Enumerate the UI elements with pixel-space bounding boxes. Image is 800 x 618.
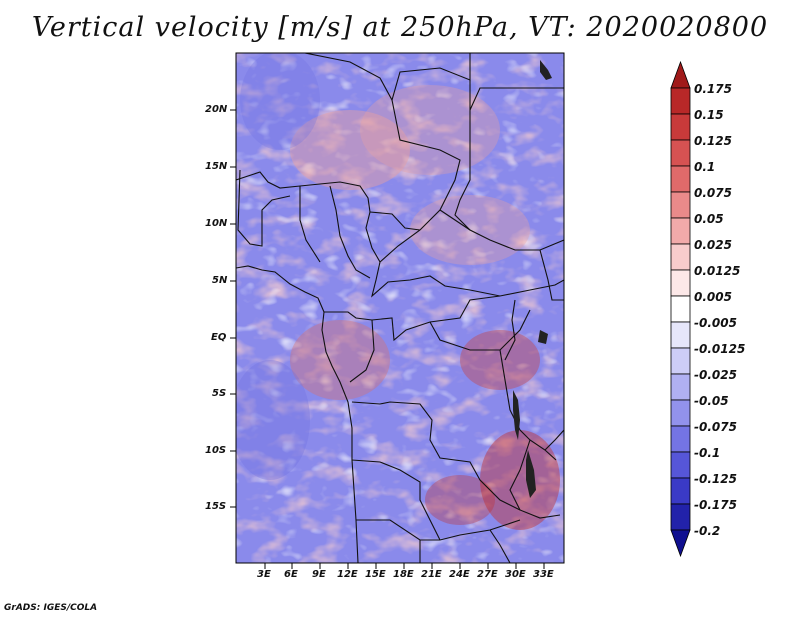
colorbar-swatch <box>670 451 691 479</box>
colorbar-label: -0.2 <box>694 524 721 538</box>
colorbar-swatch <box>670 217 691 245</box>
lon-label: 33E <box>533 569 554 580</box>
colorbar-swatch <box>670 477 691 505</box>
lat-label: 15N <box>205 161 228 172</box>
lat-label: 10S <box>205 445 227 456</box>
lon-label: 12E <box>337 569 358 580</box>
colorbar-label: 0.05 <box>694 212 724 226</box>
lon-label: 3E <box>257 569 271 580</box>
lon-label: 9E <box>312 569 326 580</box>
colorbar-swatch <box>670 165 691 193</box>
lat-label: 20N <box>205 104 228 115</box>
colorbar-label: -0.0125 <box>694 342 746 356</box>
colorbar-label: -0.025 <box>694 368 737 382</box>
colorbar-swatch <box>670 87 691 115</box>
lon-label: 18E <box>393 569 414 580</box>
colorbar <box>670 60 691 558</box>
colorbar-label: 0.025 <box>694 238 732 252</box>
lat-label: 10N <box>205 218 228 229</box>
lat-label: 5S <box>212 388 227 399</box>
colorbar-label: -0.175 <box>694 498 737 512</box>
colorbar-swatch <box>670 425 691 453</box>
colorbar-swatch <box>670 295 691 323</box>
lakes <box>513 60 552 498</box>
country-borders <box>236 53 564 563</box>
colorbar-label: 0.125 <box>694 134 732 148</box>
colorbar-swatch <box>670 269 691 297</box>
colorbar-label: 0.1 <box>694 160 716 174</box>
colorbar-swatch <box>670 113 691 141</box>
colorbar-label: 0.15 <box>694 108 724 122</box>
colorbar-swatch <box>670 139 691 167</box>
lon-label: 24E <box>449 569 470 580</box>
map-frame <box>235 52 565 564</box>
colorbar-label: 0.0125 <box>694 264 741 278</box>
colorbar-label: -0.1 <box>694 446 721 460</box>
colorbar-swatch <box>670 321 691 349</box>
lon-label: 21E <box>421 569 442 580</box>
colorbar-label: -0.005 <box>694 316 737 330</box>
colorbar-bottom-triangle <box>670 529 691 558</box>
axis-ticks <box>230 109 545 569</box>
colorbar-swatch <box>670 243 691 271</box>
lat-label: 15S <box>205 501 227 512</box>
colorbar-swatch <box>670 191 691 219</box>
lon-label: 6E <box>284 569 298 580</box>
colorbar-label: -0.075 <box>694 420 737 434</box>
colorbar-swatch <box>670 373 691 401</box>
lat-label: EQ <box>211 332 227 343</box>
colorbar-swatch <box>670 399 691 427</box>
footer-credit: GrADS: IGES/COLA <box>4 603 98 613</box>
lon-label: 30E <box>505 569 526 580</box>
colorbar-top-triangle <box>670 60 691 89</box>
colorbar-swatch <box>670 347 691 375</box>
lat-label: 5N <box>212 275 228 286</box>
colorbar-swatch <box>670 503 691 531</box>
colorbar-label: 0.175 <box>694 82 732 96</box>
colorbar-label: 0.075 <box>694 186 732 200</box>
lon-label: 15E <box>365 569 386 580</box>
plot-title: Vertical velocity [m/s] at 250hPa, VT: 2… <box>31 12 769 43</box>
lon-label: 27E <box>477 569 498 580</box>
colorbar-label: -0.05 <box>694 394 729 408</box>
colorbar-label: 0.005 <box>694 290 732 304</box>
colorbar-label: -0.125 <box>694 472 737 486</box>
